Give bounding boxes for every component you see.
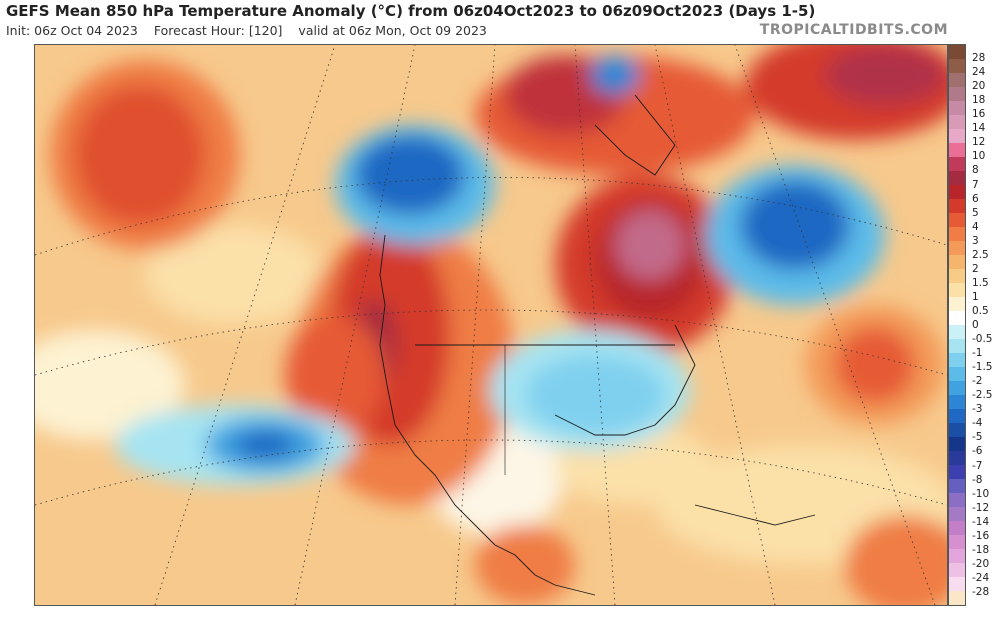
colorbar-swatch bbox=[949, 367, 965, 381]
colorbar-swatch bbox=[949, 521, 965, 535]
colorbar-label: -5 bbox=[972, 431, 983, 444]
colorbar-swatch bbox=[949, 535, 965, 549]
colorbar-label: 20 bbox=[972, 80, 986, 93]
colorbar-label: 4 bbox=[972, 220, 979, 233]
colorbar-swatch bbox=[949, 45, 965, 59]
colorbar-label: -12 bbox=[972, 501, 990, 514]
colorbar-label: -16 bbox=[972, 529, 990, 542]
colorbar-label: 18 bbox=[972, 94, 986, 107]
colorbar-label: 12 bbox=[972, 136, 986, 149]
colorbar-label: 0.5 bbox=[972, 304, 989, 317]
colorbar-swatch bbox=[949, 493, 965, 507]
colorbar-label: -2 bbox=[972, 375, 983, 388]
colorbar bbox=[948, 44, 966, 606]
colorbar-swatch bbox=[949, 479, 965, 493]
colorbar-label: -7 bbox=[972, 459, 983, 472]
colorbar-swatch bbox=[949, 409, 965, 423]
colorbar-label: -20 bbox=[972, 557, 990, 570]
anomaly-field bbox=[35, 45, 947, 605]
colorbar-label: -4 bbox=[972, 417, 983, 430]
colorbar-label: 8 bbox=[972, 164, 979, 177]
colorbar-label: 5 bbox=[972, 206, 979, 219]
colorbar-swatch bbox=[949, 227, 965, 241]
colorbar-label: 6 bbox=[972, 192, 979, 205]
colorbar-swatch bbox=[949, 437, 965, 451]
colorbar-swatch bbox=[949, 199, 965, 213]
forecast-hour: Forecast Hour: [120] bbox=[153, 23, 283, 38]
colorbar-swatch bbox=[949, 311, 965, 325]
init-time: Init: 06z Oct 04 2023 bbox=[6, 23, 138, 38]
map-title: GEFS Mean 850 hPa Temperature Anomaly (°… bbox=[6, 2, 816, 20]
valid-time: valid at 06z Mon, Oct 09 2023 bbox=[298, 23, 487, 38]
colorbar-swatch bbox=[949, 213, 965, 227]
colorbar-label: 14 bbox=[972, 122, 986, 135]
colorbar-swatch bbox=[949, 577, 965, 591]
colorbar-label: -8 bbox=[972, 473, 983, 486]
colorbar-label: 1 bbox=[972, 290, 979, 303]
colorbar-label: 3 bbox=[972, 234, 979, 247]
colorbar-labels: 28 24 20 18 16 14 12 10 8 7 6 5 4 3 2.5 2 1.5 1 0.5 0 -0.5 -1… bbox=[970, 44, 1000, 606]
colorbar-swatch bbox=[949, 157, 965, 171]
colorbar-label: 24 bbox=[972, 66, 986, 79]
colorbar-swatch bbox=[949, 255, 965, 269]
colorbar-swatch bbox=[949, 353, 965, 367]
colorbar-label: 1.5 bbox=[972, 276, 989, 289]
colorbar-swatch bbox=[949, 59, 965, 73]
colorbar-swatch bbox=[949, 269, 965, 283]
colorbar-swatch bbox=[949, 129, 965, 143]
colorbar-swatch bbox=[949, 143, 965, 157]
colorbar-swatch bbox=[949, 381, 965, 395]
colorbar-label: -6 bbox=[972, 445, 983, 458]
colorbar-swatch bbox=[949, 241, 965, 255]
colorbar-swatch bbox=[949, 451, 965, 465]
colorbar-swatch bbox=[949, 297, 965, 311]
colorbar-label: 10 bbox=[972, 150, 986, 163]
colorbar-label: 2 bbox=[972, 262, 979, 275]
colorbar-swatch bbox=[949, 465, 965, 479]
colorbar-label: -24 bbox=[972, 571, 990, 584]
colorbar-label: -2.5 bbox=[972, 389, 993, 402]
colorbar-label: -1 bbox=[972, 347, 983, 360]
colorbar-label: 2.5 bbox=[972, 248, 989, 261]
colorbar-swatch bbox=[949, 339, 965, 353]
colorbar-swatch bbox=[949, 101, 965, 115]
colorbar-swatch bbox=[949, 73, 965, 87]
colorbar-swatch bbox=[949, 171, 965, 185]
colorbar-swatch bbox=[949, 283, 965, 297]
colorbar-label: 0 bbox=[972, 319, 979, 331]
colorbar-label: 28 bbox=[972, 52, 986, 65]
anomaly-map[interactable] bbox=[34, 44, 948, 606]
colorbar-label: -18 bbox=[972, 543, 990, 556]
colorbar-swatch bbox=[949, 591, 965, 605]
colorbar-swatch bbox=[949, 185, 965, 199]
colorbar-label: 7 bbox=[972, 178, 979, 191]
colorbar-label: -0.5 bbox=[972, 333, 993, 346]
colorbar-swatch bbox=[949, 395, 965, 409]
colorbar-label: -28 bbox=[972, 585, 990, 598]
colorbar-label: 16 bbox=[972, 108, 986, 121]
colorbar-swatch bbox=[949, 507, 965, 521]
colorbar-swatch bbox=[949, 115, 965, 129]
colorbar-swatch bbox=[949, 563, 965, 577]
run-info: Init: 06z Oct 04 2023 Forecast Hour: [12… bbox=[6, 23, 499, 38]
brand-watermark[interactable]: TROPICALTIDBITS.COM bbox=[759, 22, 948, 38]
colorbar-label: -3 bbox=[972, 403, 983, 416]
colorbar-swatch bbox=[949, 325, 965, 339]
colorbar-label: -14 bbox=[972, 515, 990, 528]
colorbar-label: -10 bbox=[972, 487, 990, 500]
colorbar-swatch bbox=[949, 87, 965, 101]
colorbar-swatch bbox=[949, 423, 965, 437]
colorbar-swatch bbox=[949, 549, 965, 563]
colorbar-label: -1.5 bbox=[972, 361, 993, 374]
